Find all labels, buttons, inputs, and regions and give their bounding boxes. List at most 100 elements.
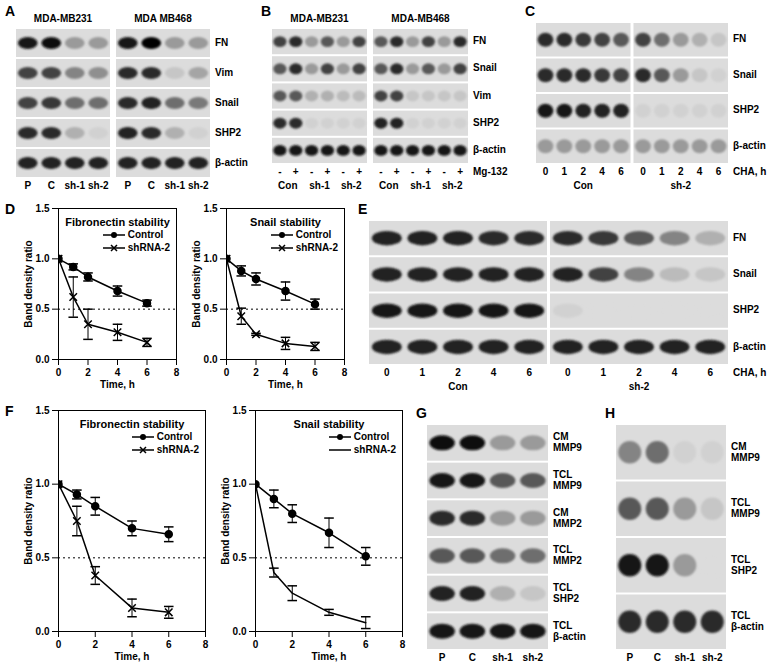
svg-text:1.0: 1.0: [36, 478, 50, 489]
svg-text:sh-2: sh-2: [523, 652, 544, 663]
svg-text:P: P: [626, 652, 633, 663]
svg-text:Vim: Vim: [215, 67, 233, 78]
svg-text:8: 8: [174, 367, 180, 378]
svg-text:C: C: [469, 652, 476, 663]
svg-text:Band density ratio: Band density ratio: [23, 240, 34, 327]
svg-text:1.0: 1.0: [233, 478, 247, 489]
svg-text:0.5: 0.5: [204, 303, 218, 314]
svg-text:4: 4: [326, 639, 332, 650]
svg-text:G: G: [416, 405, 427, 421]
svg-text:+: +: [457, 166, 463, 177]
svg-text:4: 4: [491, 367, 497, 378]
svg-text:CHA, h: CHA, h: [733, 166, 766, 177]
svg-text:0.5: 0.5: [36, 303, 50, 314]
svg-text:FN: FN: [473, 35, 486, 46]
svg-text:2: 2: [636, 367, 642, 378]
svg-text:Band density ratio: Band density ratio: [191, 240, 202, 327]
svg-text:6: 6: [144, 367, 150, 378]
svg-text:1: 1: [659, 166, 665, 177]
svg-text:Time, h: Time, h: [268, 379, 303, 390]
svg-text:6: 6: [707, 367, 713, 378]
svg-text:Fibronectin stability: Fibronectin stability: [65, 216, 170, 228]
svg-text:8: 8: [203, 639, 209, 650]
svg-text:SHP2: SHP2: [733, 104, 760, 115]
svg-text:Snail stability: Snail stability: [250, 216, 322, 228]
svg-text:1.5: 1.5: [233, 405, 247, 416]
svg-text:0: 0: [384, 367, 390, 378]
svg-text:sh-2: sh-2: [629, 381, 650, 392]
svg-text:1.5: 1.5: [204, 203, 218, 214]
svg-text:0.0: 0.0: [36, 626, 50, 637]
svg-text:Snail: Snail: [473, 62, 497, 73]
svg-text:8: 8: [342, 367, 348, 378]
svg-text:0: 0: [56, 367, 62, 378]
svg-text:sh-2: sh-2: [341, 180, 362, 191]
svg-text:+: +: [425, 166, 431, 177]
svg-text:Time, h: Time, h: [115, 651, 150, 662]
svg-text:2: 2: [580, 166, 586, 177]
svg-text:-: -: [411, 166, 414, 177]
svg-text:sh-1: sh-1: [674, 652, 695, 663]
svg-text:0: 0: [224, 367, 230, 378]
svg-text:2: 2: [289, 639, 295, 650]
svg-text:A: A: [5, 3, 15, 19]
svg-text:Snail: Snail: [215, 97, 239, 108]
svg-text:-: -: [278, 166, 281, 177]
svg-text:4: 4: [283, 367, 289, 378]
svg-text:H: H: [605, 405, 615, 421]
svg-text:TCLβ-actin: TCLβ-actin: [731, 610, 764, 632]
svg-text:Snail: Snail: [733, 268, 757, 279]
svg-text:B: B: [261, 3, 271, 19]
svg-text:1: 1: [562, 166, 568, 177]
svg-text:6: 6: [526, 367, 532, 378]
svg-text:SHP2: SHP2: [215, 127, 242, 138]
svg-text:4: 4: [599, 166, 605, 177]
svg-text:1.5: 1.5: [36, 405, 50, 416]
svg-text:TCLSHP2: TCLSHP2: [553, 582, 580, 604]
svg-text:-: -: [443, 166, 446, 177]
svg-text:MDA MB468: MDA MB468: [134, 13, 192, 24]
svg-text:+: +: [356, 166, 362, 177]
svg-text:0: 0: [253, 639, 259, 650]
svg-text:0: 0: [56, 639, 62, 650]
svg-text:Con: Con: [379, 180, 398, 191]
svg-text:TCLMMP9: TCLMMP9: [731, 497, 760, 519]
svg-text:8: 8: [400, 639, 406, 650]
svg-text:sh-2: sh-2: [442, 180, 463, 191]
svg-text:0.0: 0.0: [204, 354, 218, 365]
svg-text:CMMMP9: CMMMP9: [731, 440, 760, 462]
svg-text:FN: FN: [733, 232, 746, 243]
svg-text:sh-1: sh-1: [410, 180, 431, 191]
svg-text:P: P: [24, 180, 31, 191]
svg-text:6: 6: [312, 367, 318, 378]
svg-text:TCLMMP9: TCLMMP9: [553, 469, 582, 491]
svg-text:2: 2: [253, 367, 259, 378]
svg-text:2: 2: [455, 367, 461, 378]
svg-text:1: 1: [420, 367, 426, 378]
svg-text:4: 4: [672, 367, 678, 378]
svg-text:TCLMMP2: TCLMMP2: [553, 544, 582, 566]
svg-text:SHP2: SHP2: [733, 304, 760, 315]
svg-text:Time, h: Time, h: [312, 651, 347, 662]
svg-text:Band density ratio: Band density ratio: [23, 477, 34, 564]
svg-text:2: 2: [92, 639, 98, 650]
svg-text:-: -: [342, 166, 345, 177]
svg-text:CMMMP2: CMMMP2: [553, 506, 582, 528]
svg-text:0.0: 0.0: [36, 354, 50, 365]
svg-text:4: 4: [697, 166, 703, 177]
svg-text:SHP2: SHP2: [473, 117, 500, 128]
svg-text:0: 0: [565, 367, 571, 378]
svg-text:sh-2: sh-2: [670, 180, 691, 191]
svg-text:β-actin: β-actin: [215, 157, 248, 168]
svg-text:CMMMP9: CMMMP9: [553, 431, 582, 453]
svg-text:P: P: [124, 180, 131, 191]
svg-text:Snail: Snail: [733, 69, 757, 80]
svg-text:1: 1: [601, 367, 607, 378]
svg-text:Band density ratio: Band density ratio: [220, 477, 231, 564]
svg-text:P: P: [439, 652, 446, 663]
svg-text:C: C: [48, 180, 55, 191]
svg-text:2: 2: [85, 367, 91, 378]
svg-text:C: C: [654, 652, 661, 663]
svg-text:Con: Con: [448, 381, 467, 392]
svg-text:Con: Con: [574, 180, 593, 191]
